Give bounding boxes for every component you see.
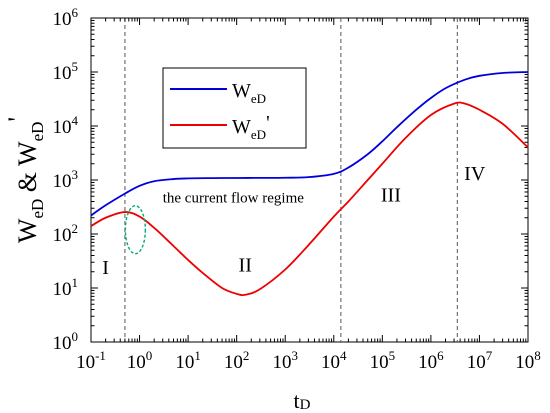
region-label: IV — [464, 163, 486, 185]
region-label: II — [239, 255, 252, 277]
y-tick-label: 101 — [53, 275, 79, 300]
x-tick-label: 101 — [175, 348, 201, 373]
x-tick-label: 107 — [467, 348, 493, 373]
x-tick-label: 105 — [370, 348, 396, 373]
series-lines — [90, 71, 529, 296]
x-tick-label: 108 — [515, 348, 541, 373]
axis-ticks — [90, 17, 529, 343]
x-tick-label: 106 — [418, 348, 444, 373]
y-tick-label: 105 — [53, 59, 79, 84]
series-line-weD-prime — [90, 101, 529, 296]
y-tick-label: 104 — [53, 113, 79, 138]
region-label: I — [102, 257, 109, 279]
x-tick-labels: 10-1 100 101 102 103 104 105 106 107 108 — [76, 348, 541, 373]
y-tick-label: 100 — [53, 329, 79, 354]
y-tick-label: 103 — [53, 167, 79, 192]
x-tick-label: 10-1 — [76, 348, 106, 373]
highlight-ellipse — [124, 205, 147, 255]
legend-label-weD-prime: WeD' — [232, 112, 270, 142]
series-line-weD — [90, 71, 529, 217]
y-tick-labels: 100 101 102 103 104 105 106 — [53, 5, 79, 354]
y-tick-label: 102 — [53, 221, 79, 246]
legend: WeD WeD' — [162, 67, 307, 149]
x-tick-label: 104 — [321, 348, 347, 373]
annotation-current-flow-regime: the current flow regime — [163, 191, 305, 207]
x-tick-label: 103 — [272, 348, 298, 373]
legend-label-weD: WeD — [232, 80, 266, 106]
legend-box — [162, 67, 307, 149]
region-label: III — [381, 184, 401, 206]
x-tick-label: 100 — [127, 348, 153, 373]
y-axis-title: WeD & WeD' — [3, 117, 47, 243]
x-axis-title: tD — [294, 388, 311, 413]
x-tick-label: 102 — [224, 348, 250, 373]
y-tick-label: 106 — [53, 5, 79, 30]
regime-boundaries — [124, 18, 458, 342]
